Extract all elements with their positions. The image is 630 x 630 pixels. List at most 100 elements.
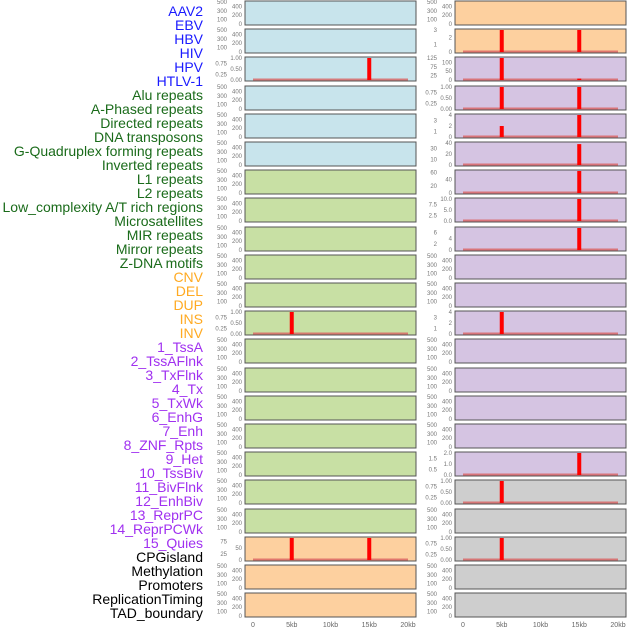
- baseline-segment: [463, 558, 618, 561]
- feature-label: 6_EnhG: [151, 409, 203, 425]
- baseline-segment: [463, 501, 618, 504]
- y-tick-label: 300: [427, 517, 438, 523]
- panel-background: [454, 56, 627, 82]
- y-tick-label: 500: [427, 254, 438, 260]
- panel-background: [244, 282, 417, 308]
- y-tick-label: 3: [434, 119, 438, 125]
- panel: 0 10 20 30 40: [430, 141, 627, 169]
- y-tick-label: 0: [449, 248, 453, 254]
- baseline-segment: [463, 135, 618, 138]
- y-tick-label: 300: [217, 37, 228, 43]
- y-tick-label: 0.00: [440, 107, 452, 113]
- y-tick-label: 1: [434, 327, 438, 333]
- panel: 0 100 200 300 400 500: [217, 113, 417, 141]
- feature-label: 14_ReprPCWk: [109, 521, 203, 537]
- panel: 0 100 200 300 400 500: [427, 564, 627, 592]
- y-tick-label: 300: [217, 376, 228, 382]
- panel-background: [244, 141, 417, 167]
- baseline-segment: [463, 78, 618, 81]
- y-tick-label: 1: [434, 130, 438, 136]
- panel-background: [244, 0, 417, 26]
- y-tick-label: 100: [217, 244, 228, 250]
- panel-background: [244, 338, 417, 364]
- panel-background: [454, 169, 627, 195]
- y-tick-label: 200: [232, 380, 243, 386]
- panel: 0 1 2 3 4: [434, 310, 627, 338]
- y-tick-label: 500: [217, 451, 228, 457]
- y-tick-label: 100: [217, 356, 228, 362]
- panel-background: [244, 423, 417, 449]
- y-tick-label: 500: [427, 395, 438, 401]
- y-tick-label: 0: [239, 614, 243, 620]
- panel-background: [454, 338, 627, 364]
- y-tick-label: 300: [427, 263, 438, 269]
- y-tick-label: 0.75: [425, 91, 437, 97]
- feature-label: CPGisland: [136, 549, 203, 565]
- feature-label: 11_BivFlnk: [134, 479, 203, 495]
- baseline-segment: [253, 558, 408, 561]
- y-tick-label: 0.25: [425, 496, 437, 502]
- y-tick-label: 100: [217, 187, 228, 193]
- panel-background: [454, 367, 627, 393]
- y-tick-label: 4: [449, 236, 453, 242]
- y-tick-label: 200: [232, 408, 243, 414]
- y-tick-label: 50: [235, 546, 242, 552]
- panel-background: [244, 169, 417, 195]
- panel: 0 100 200 300 400 500: [217, 479, 417, 507]
- y-tick-label: 1.5: [429, 457, 438, 463]
- feature-label: 5_TxWk: [151, 395, 203, 411]
- y-tick-label: 500: [217, 282, 228, 288]
- panel: 0 100 200 300 400 500: [427, 338, 627, 366]
- y-tick-label: 6: [434, 230, 438, 236]
- y-tick-label: 0: [239, 22, 243, 28]
- y-tick-label: 200: [232, 210, 243, 216]
- y-tick-label: 0.00: [440, 558, 452, 564]
- panel: 0 100 200 300 400 500: [427, 254, 627, 282]
- y-tick-label: 100: [217, 131, 228, 137]
- y-tick-label: 500: [217, 169, 228, 175]
- y-tick-label: 0.50: [440, 547, 452, 553]
- y-tick-label: 200: [232, 182, 243, 188]
- panel: 0 1 2 3: [434, 28, 627, 56]
- feature-label: MIR repeats: [126, 227, 203, 243]
- y-tick-label: 0: [239, 501, 243, 507]
- x-tick-label: 15kb: [572, 622, 587, 629]
- feature-label: HIV: [179, 45, 203, 61]
- y-tick-label: 400: [442, 568, 453, 574]
- signal-spike: [577, 30, 582, 52]
- y-tick-label: 0: [449, 530, 453, 536]
- signal-spike: [499, 58, 504, 80]
- y-tick-label: 25: [430, 74, 437, 80]
- baseline-segment: [253, 332, 408, 335]
- panel: 0 100 200 300 400 500: [217, 338, 417, 366]
- panel: 0.000.250.500.751.00: [215, 310, 417, 338]
- panel-background: [454, 564, 627, 590]
- y-tick-label: 100: [427, 385, 438, 391]
- signal-spike: [499, 126, 504, 137]
- y-tick-label: 500: [217, 0, 228, 6]
- feature-label: Z-DNA motifs: [119, 255, 203, 271]
- x-tick-label: 0: [251, 622, 255, 629]
- y-tick-label: 20: [430, 184, 437, 190]
- y-tick-label: 0: [239, 530, 243, 536]
- y-tick-label: 30: [430, 147, 437, 153]
- feature-label: HTLV-1: [156, 73, 203, 89]
- y-tick-label: 200: [442, 408, 453, 414]
- panel-background: [454, 479, 627, 505]
- y-tick-label: 500: [217, 113, 228, 119]
- y-tick-label: 0: [449, 50, 453, 56]
- y-tick-label: 500: [217, 592, 228, 598]
- feature-label: Directed repeats: [100, 115, 203, 131]
- y-tick-label: 2: [434, 242, 438, 248]
- y-tick-label: 300: [427, 291, 438, 297]
- panel: 0 20 40 60: [430, 169, 627, 197]
- y-tick-label: 500: [217, 423, 228, 429]
- y-tick-label: 75: [220, 540, 227, 546]
- y-tick-label: 0: [449, 586, 453, 592]
- panel-background: [454, 254, 627, 280]
- y-tick-label: 7.5: [429, 203, 438, 209]
- y-tick-label: 200: [442, 13, 453, 19]
- feature-label: HPV: [174, 59, 203, 75]
- feature-label: Mirror repeats: [115, 241, 203, 257]
- y-tick-label: 0.00: [230, 78, 242, 84]
